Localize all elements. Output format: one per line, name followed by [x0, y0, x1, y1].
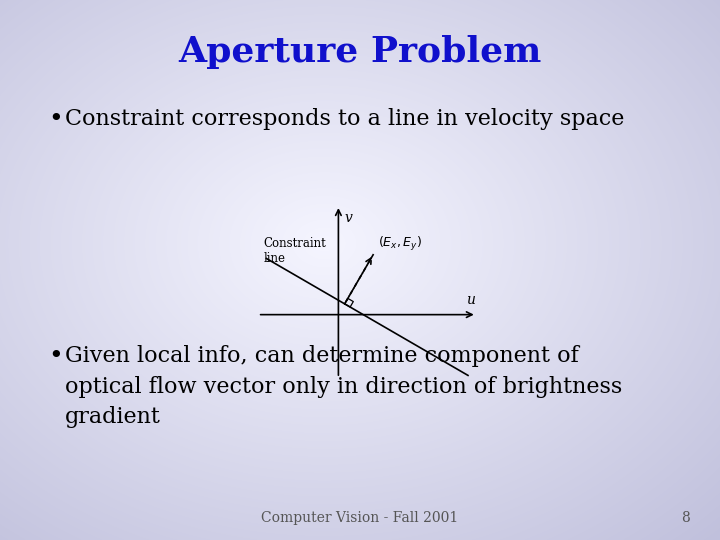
- Text: Aperture Problem: Aperture Problem: [179, 35, 541, 69]
- Text: Constraint
line: Constraint line: [264, 237, 326, 265]
- Text: u: u: [467, 293, 475, 307]
- Text: •: •: [48, 345, 63, 368]
- Text: $(E_x,E_y)$: $(E_x,E_y)$: [378, 234, 422, 253]
- Text: •: •: [48, 108, 63, 131]
- Text: v: v: [344, 211, 352, 225]
- Text: Given local info, can determine component of
optical flow vector only in directi: Given local info, can determine componen…: [65, 345, 622, 428]
- Text: Constraint corresponds to a line in velocity space: Constraint corresponds to a line in velo…: [65, 108, 624, 130]
- Text: Computer Vision - Fall 2001: Computer Vision - Fall 2001: [261, 511, 459, 525]
- Text: 8: 8: [681, 511, 690, 525]
